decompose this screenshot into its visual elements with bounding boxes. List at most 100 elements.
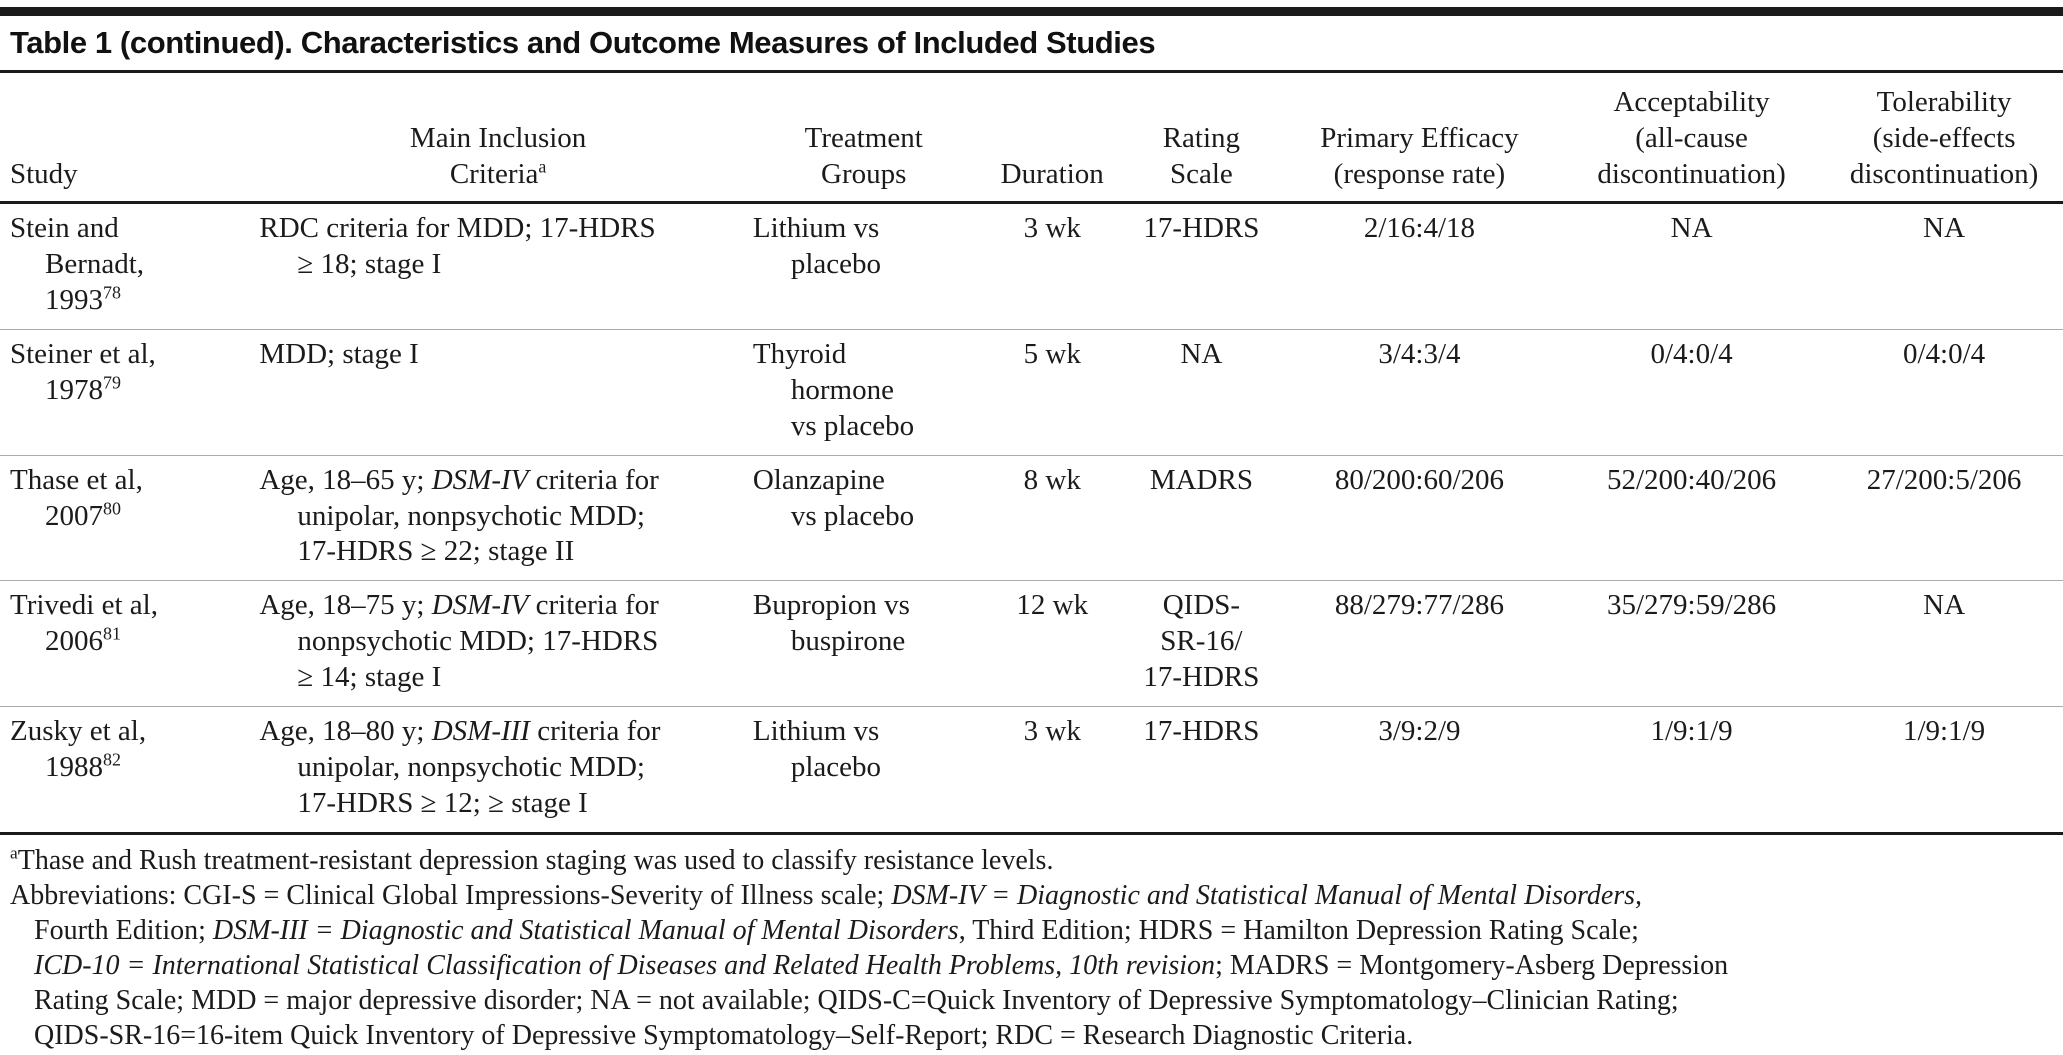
text-run: criteria for unipolar, nonpsychotic MDD;… <box>297 715 661 820</box>
text-run: QIDS-SR-16=16-item Quick Inventory of De… <box>34 1020 1414 1052</box>
text-run: Bupropion vs buspirone <box>752 589 910 658</box>
footnote-line-5: Rating Scale; MDD = major depressive dis… <box>10 983 2053 1018</box>
text-run: NA <box>1923 589 1966 622</box>
cell-efficacy: 3/9:2/9 <box>1280 706 1558 836</box>
column-header-criteria: Main Inclusion Criteriaa <box>251 73 745 204</box>
cell-rating: MADRS <box>1121 455 1281 582</box>
italic-text: DSM-IV <box>431 463 529 496</box>
text-run: 3 wk <box>1023 715 1081 748</box>
column-header-acceptability: Acceptability (all-cause discontinuation… <box>1557 73 1826 204</box>
text-run: RDC criteria for MDD; 17-HDRS ≥ 18; stag… <box>259 211 656 280</box>
footnote-line-4: ICD-10 = International Statistical Class… <box>10 948 2053 983</box>
text-run: Lithium vs placebo <box>752 211 882 280</box>
table-row-5: Zusky et al, 198882 Age, 18–80 y; DSM-III… <box>0 706 2063 836</box>
text-run: 0/4:0/4 <box>1650 337 1733 370</box>
text-run: 3/4:3/4 <box>1378 337 1461 370</box>
cell-tolerability: 1/9:1/9 <box>1825 706 2063 836</box>
cell-efficacy: 2/16:4/18 <box>1280 202 1558 330</box>
cell-efficacy: 3/4:3/4 <box>1280 329 1558 456</box>
cell-acceptability: 0/4:0/4 <box>1557 329 1826 456</box>
text-run: Age, 18–75 y; <box>259 589 432 622</box>
text-run: 80/200:60/206 <box>1334 463 1504 496</box>
column-header-treatment: Treatment Groups <box>744 73 983 204</box>
column-header-study: Study <box>0 73 252 204</box>
superscript-text: a <box>10 843 18 863</box>
text-run: Stein and Bernadt, 1993 <box>10 211 145 316</box>
column-header-efficacy: Primary Efficacy (response rate) <box>1280 73 1558 204</box>
text-run: 12 wk <box>1016 589 1089 622</box>
text-run: Acceptability (all-cause discontinuation… <box>1597 86 1786 190</box>
text-run: 3/9:2/9 <box>1378 715 1461 748</box>
cell-tolerability: 27/200:5/206 <box>1825 455 2063 582</box>
cell-duration: 3 wk <box>982 202 1122 330</box>
superscript-text: 80 <box>103 497 121 518</box>
cell-acceptability: 52/200:40/206 <box>1557 455 1826 582</box>
table-header: Study Main Inclusion Criteriaa Treatment G… <box>0 73 2063 204</box>
text-run: Treatment Groups <box>804 121 923 190</box>
table-row-3: Thase et al, 200780 Age, 18–65 y; DSM-IV … <box>0 455 2063 582</box>
table-row-4: Trivedi et al, 200681 Age, 18–75 y; DSM-I… <box>0 580 2063 708</box>
text-run: 17-HDRS <box>1143 715 1260 748</box>
text-run: NA <box>1923 211 1966 244</box>
superscript-text: 79 <box>103 372 121 393</box>
cell-duration: 8 wk <box>982 455 1122 582</box>
cell-study: Zusky et al, 198882 <box>0 706 252 836</box>
text-run: Duration <box>1000 157 1104 190</box>
cell-acceptability: 35/279:59/286 <box>1557 580 1826 708</box>
cell-criteria: Age, 18–75 y; DSM-IV criteria for nonpsy… <box>251 580 745 708</box>
italic-text: DSM-III = Diagnostic and Statistical Man… <box>212 915 959 947</box>
text-run: Age, 18–65 y; <box>259 463 432 496</box>
text-run: 0/4:0/4 <box>1903 337 1986 370</box>
footnote-line-3: Fourth Edition; DSM-III = Diagnostic and… <box>10 913 2053 948</box>
cell-study: Thase et al, 200780 <box>0 455 252 582</box>
cell-study: Steiner et al, 197879 <box>0 329 252 456</box>
footnote-line-1: aThase and Rush treatment-resistant depr… <box>10 843 2053 878</box>
table-top-rule <box>0 7 2063 16</box>
cell-treatment: Bupropion vs buspirone <box>744 580 983 708</box>
table-row-2: Steiner et al, 197879 MDD; stage I Thyroid… <box>0 329 2063 456</box>
superscript-text: 81 <box>103 623 121 644</box>
cell-criteria: Age, 18–80 y; DSM-III criteria for unipo… <box>251 706 745 836</box>
text-run: 5 wk <box>1023 337 1081 370</box>
cell-tolerability: 0/4:0/4 <box>1825 329 2063 456</box>
text-run: Thase and Rush treatment-resistant depre… <box>17 845 1054 877</box>
text-run: Primary Efficacy (response rate) <box>1320 121 1519 190</box>
text-run: Olanzapine vs placebo <box>752 463 915 532</box>
italic-text: ICD-10 = International Statistical Class… <box>34 950 1216 982</box>
cell-treatment: Olanzapine vs placebo <box>744 455 983 582</box>
text-run: Fourth Edition; <box>34 915 213 947</box>
column-header-rating: Rating Scale <box>1121 73 1281 204</box>
text-run: 17-HDRS <box>1143 211 1260 244</box>
text-run: MDD; stage I <box>259 337 419 370</box>
text-run: 52/200:40/206 <box>1606 463 1777 496</box>
text-run: 35/279:59/286 <box>1606 589 1777 622</box>
header-row: Study Main Inclusion Criteriaa Treatment G… <box>0 73 2063 204</box>
text-run: Main Inclusion Criteria <box>409 121 587 190</box>
text-run: Trivedi et al, 2006 <box>10 589 158 658</box>
text-run: NA <box>1670 211 1713 244</box>
column-header-duration: Duration <box>982 73 1122 204</box>
superscript-text: 82 <box>103 749 121 770</box>
text-run: 1/9:1/9 <box>1650 715 1733 748</box>
text-run: Abbreviations: CGI-S = Clinical Global I… <box>10 880 892 912</box>
text-run: criteria for nonpsychotic MDD; 17-HDRS ≥… <box>297 589 659 694</box>
text-run: 2/16:4/18 <box>1363 211 1475 244</box>
text-run: Thase et al, 2007 <box>10 463 143 532</box>
text-run: Thyroid hormone vs placebo <box>752 337 915 442</box>
cell-criteria: MDD; stage I <box>251 329 745 456</box>
cell-treatment: Thyroid hormone vs placebo <box>744 329 983 456</box>
text-run: Zusky et al, 1988 <box>10 715 147 784</box>
cell-treatment: Lithium vs placebo <box>744 706 983 836</box>
text-run: ; MADRS = Montgomery-Asberg Depression <box>1215 950 1729 982</box>
cell-study: Trivedi et al, 200681 <box>0 580 252 708</box>
text-run: 88/279:77/286 <box>1334 589 1504 622</box>
cell-rating: 17-HDRS <box>1121 706 1281 836</box>
cell-duration: 5 wk <box>982 329 1122 456</box>
text-run: Steiner et al, 1978 <box>10 337 156 406</box>
cell-tolerability: NA <box>1825 580 2063 708</box>
text-run: Rating Scale; MDD = major depressive dis… <box>34 985 1679 1017</box>
text-run: 8 wk <box>1023 463 1081 496</box>
text-run: Tolerability (side-effects discontinuati… <box>1849 86 2039 190</box>
cell-acceptability: 1/9:1/9 <box>1557 706 1826 836</box>
